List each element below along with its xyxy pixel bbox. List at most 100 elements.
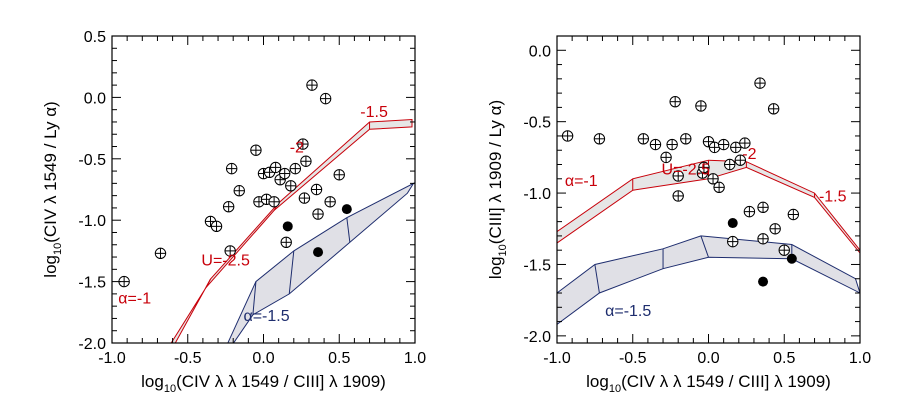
chart-2: -1.5 -2 U=-2.5 α=-1 α=-1.5 -1.0 -0.5 0.0 0.5 1.0 -… [486, 35, 871, 395]
chart-2-point-open [757, 233, 769, 245]
chart-1-band-2-rung [252, 281, 257, 315]
chart-2-annotation: -2 [742, 146, 756, 163]
chart-2-point-open [787, 208, 800, 221]
chart-1-xtick-label: 0.0 [252, 350, 274, 367]
chart-2-point-open [666, 138, 678, 151]
chart-1-points [118, 79, 352, 288]
chart-1-point-open [306, 79, 318, 91]
chart-2-point-open [708, 141, 721, 154]
chart-2-point-open [767, 103, 780, 115]
chart-2-point-open [649, 138, 662, 151]
chart-2-ytick-label: -1.5 [523, 257, 551, 274]
chart-2-point-open [739, 137, 751, 149]
chart-2-bands [557, 159, 860, 326]
chart-2-point-open [727, 235, 739, 248]
chart-2-annotation: α=-1 [565, 173, 598, 190]
chart-1-bands [170, 118, 415, 343]
chart-1-point-open [222, 200, 235, 213]
chart-2-point-open [730, 141, 742, 154]
chart-1-point-open [300, 155, 312, 167]
chart-1-point-open [298, 192, 311, 204]
chart-2-point-open [698, 161, 710, 174]
chart-1-xlabel-sub: 10 [164, 383, 176, 395]
chart-1-ytick-label: -0.5 [78, 152, 106, 169]
chart-2-point-open [660, 151, 672, 164]
chart-2-ylabel-pre: log [486, 256, 505, 279]
chart-2-xtick-label: 1.0 [849, 350, 871, 367]
chart-2-point-open [724, 158, 736, 171]
chart-1-point-open [225, 162, 238, 175]
chart-2-ylabel: log10(CIII] λ 1909 / Ly α) [486, 100, 509, 279]
chart-2-xlabel-post: (CIV λ λ 1549 / CIII] λ 1909) [621, 372, 831, 391]
chart-1-band-2-rung [288, 250, 295, 294]
chart-2-ytick-label: -0.5 [523, 115, 551, 132]
chart-2-point-open [680, 133, 692, 145]
chart-1-ylabel-post: (CIV λ 1549 / Ly α) [41, 101, 60, 242]
chart-2-ylabel-post: (CIII] λ 1909 / Ly α) [486, 100, 505, 244]
chart-2-point-open [672, 170, 684, 182]
chart-2-xtick-label: 0.0 [697, 350, 719, 367]
chart-2-band-2 [557, 235, 860, 326]
chart-2-point-filled [758, 276, 769, 287]
chart-1-annotation: U=-2.5 [201, 253, 250, 270]
chart-1: -1.5 -2 U=-2.5 α=-1 α=-1.5 -1.0 -0.5 0.0 0.5 1.0 -… [41, 29, 426, 395]
chart-2-point-open [593, 133, 606, 145]
chart-2-band-2-rung [594, 264, 600, 294]
chart-2-point-open [713, 181, 725, 194]
chart-1-xtick-label: 1.0 [404, 350, 426, 367]
chart-1-xlabel: log10(CIV λ λ 1549 / CIII] λ 1909) [141, 372, 386, 395]
chart-2-ytick-label: -2.0 [523, 329, 551, 346]
chart-1-ytick-label: 0.0 [84, 90, 106, 107]
chart-2-annotation: -1.5 [819, 189, 847, 206]
chart-1-band-2-rung [346, 217, 351, 243]
chart-2-xlabel-pre: log [586, 372, 609, 391]
chart-2-point-open [769, 223, 781, 235]
chart-1-point-open [333, 169, 345, 181]
chart-1-band-2 [227, 182, 415, 343]
chart-1-point-open [285, 180, 297, 192]
chart-1-ylabel-sub: 10 [52, 243, 64, 255]
chart-2-point-open [734, 154, 747, 166]
chart-2-point-open [754, 77, 766, 89]
chart-1-point-open [319, 92, 332, 105]
chart-2-ylabel-sub: 10 [497, 244, 509, 256]
chart-2-xlabel: log10(CIV λ λ 1549 / CIII] λ 1909) [586, 372, 831, 395]
chart-1-xlabel-pre: log [141, 372, 164, 391]
chart-2-point-open [778, 244, 790, 256]
chart-1-annotation: α=-1 [118, 291, 151, 308]
chart-2-point-filled [786, 253, 797, 264]
chart-1-band-1-rung [205, 278, 211, 288]
chart-1-point-open [312, 208, 324, 220]
chart-1-band-1 [170, 118, 413, 343]
chart-2-band-2-rung [700, 235, 709, 258]
chart-1-point-open [297, 138, 309, 150]
chart-1-annotation: α=-1.5 [243, 308, 289, 325]
chart-1-point-filled [313, 247, 324, 258]
chart-2-xtick-label: -0.5 [619, 350, 647, 367]
chart-2-point-open [672, 190, 684, 202]
chart-1-xtick-label: -0.5 [174, 350, 202, 367]
chart-1-xtick-label: 0.5 [328, 350, 350, 367]
chart-2-annotation: U=-2.5 [662, 162, 711, 179]
chart-2-point-open [695, 100, 707, 112]
chart-1-point-open [310, 183, 323, 196]
chart-2-point-open [757, 201, 769, 214]
chart-2-points [561, 77, 800, 287]
chart-1-point-open [279, 167, 291, 180]
chart-2-point-open [669, 95, 681, 108]
chart-2-point-open [637, 133, 650, 145]
chart-1-ytick-label: 0.5 [84, 29, 106, 46]
chart-1-point-open [118, 275, 130, 288]
chart-2-annotation: α=-1.5 [605, 303, 651, 320]
chart-1-point-open [269, 161, 282, 174]
chart-2-frame [556, 35, 861, 344]
chart-1-point-open [250, 144, 262, 156]
chart-1-annotation: -2 [290, 140, 304, 157]
chart-1-annotation: -1.5 [360, 104, 388, 121]
chart-1-ytick-label: -1.0 [78, 213, 106, 230]
chart-1-point-open [280, 236, 292, 249]
chart-2-point-open [717, 138, 730, 151]
chart-2-point-filled [727, 218, 738, 229]
chart-1-xlabel-post: (CIV λ λ 1549 / CIII] λ 1909) [176, 372, 386, 391]
chart-2-point-open [707, 173, 719, 185]
